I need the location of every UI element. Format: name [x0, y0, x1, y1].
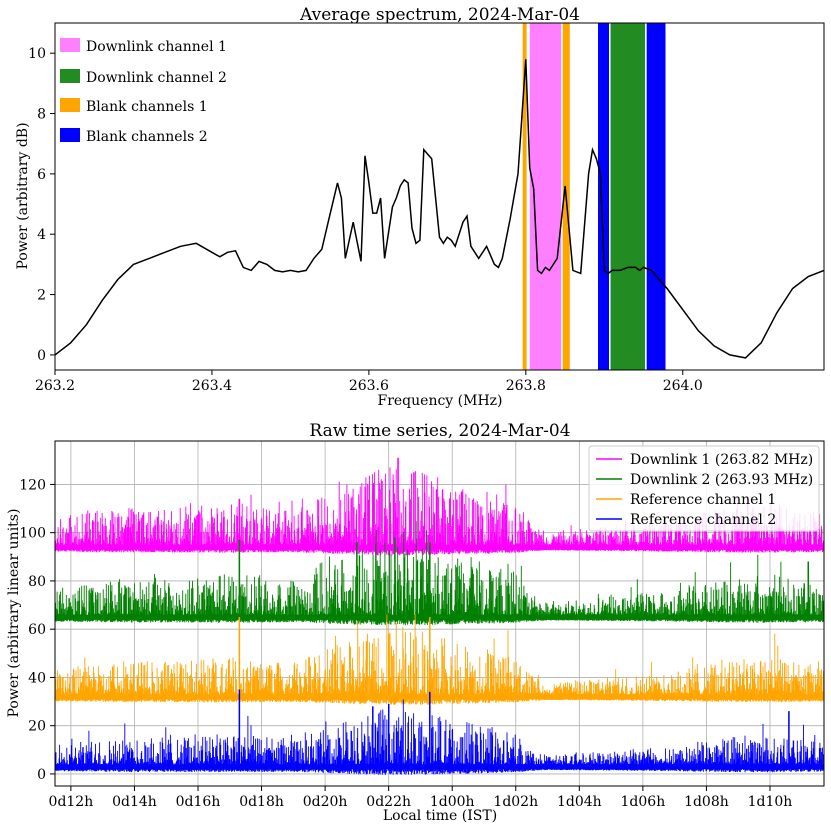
y-tick-label: 10 [28, 46, 46, 62]
y-tick-label: 120 [19, 477, 46, 493]
legend-label-downlink-2: Downlink channel 2 [86, 70, 227, 86]
legend-label-downlink-2-ts: Downlink 2 (263.93 MHz) [630, 472, 813, 488]
x-tick-label: 0d20h [303, 794, 348, 810]
y-tick-label: 80 [28, 574, 46, 590]
x-tick-label: 0d16h [176, 794, 221, 810]
band-0-0 [529, 23, 562, 370]
legend-swatch-blank-2 [60, 128, 80, 142]
spectrum-line [55, 59, 824, 359]
x-tick-label: 0d12h [49, 794, 94, 810]
y-tick-label: 2 [37, 288, 46, 304]
spectrum-legend: Downlink channel 1 Downlink channel 2 Bl… [60, 38, 227, 145]
x-tick-label: 0d22h [366, 794, 411, 810]
spectrum-x-ticks: 263.2 263.4 263.6 263.8 264.0 [35, 370, 703, 394]
x-tick-label: 264.0 [663, 378, 703, 394]
band-3-1 [646, 23, 666, 370]
timeseries-title: Raw time series, 2024-Mar-04 [309, 421, 570, 441]
band-3-0 [598, 23, 609, 370]
timeseries-axes-frame [54, 440, 825, 787]
timeseries-panel: Raw time series, 2024-Mar-04 0d12h 0d14h 0… [6, 421, 825, 824]
spectrum-title: Average spectrum, 2024-Mar-04 [299, 5, 580, 25]
x-tick-label: 1d08h [684, 794, 729, 810]
y-tick-label: 0 [37, 348, 46, 364]
legend-swatch-downlink-2 [60, 69, 80, 83]
timeseries-x-ticks: 0d12h 0d14h 0d16h 0d18h 0d20h 0d22h 1d00h 1d02h… [49, 786, 793, 810]
legend-label-blank-1: Blank channels 1 [86, 99, 208, 115]
y-tick-label: 40 [28, 670, 46, 686]
legend-swatch-downlink-1 [60, 38, 80, 52]
timeseries-y-label: Power (arbitrary linear units) [6, 509, 22, 718]
channel-bands [522, 23, 666, 370]
y-tick-label: 60 [28, 622, 46, 638]
x-tick-label: 263.4 [192, 378, 232, 394]
spectrum-series [55, 59, 824, 359]
x-tick-label: 263.2 [35, 378, 75, 394]
legend-label-reference-2: Reference channel 2 [630, 512, 776, 528]
x-tick-label: 1d10h [748, 794, 793, 810]
band-1-0 [610, 23, 646, 370]
series-line-2 [55, 613, 824, 705]
spectrum-y-ticks: 0 2 4 6 8 10 [28, 46, 55, 364]
x-tick-label: 1d06h [621, 794, 666, 810]
x-tick-label: 263.6 [349, 378, 389, 394]
y-tick-label: 4 [37, 227, 46, 243]
timeseries-x-label: Local time (IST) [383, 808, 497, 824]
series-line-1 [55, 521, 824, 626]
timeseries-y-ticks: 0 20 40 60 80 100 120 [19, 477, 55, 783]
x-tick-label: 1d00h [430, 794, 475, 810]
y-tick-label: 100 [19, 526, 46, 542]
legend-swatch-blank-1 [60, 98, 80, 112]
spectrum-x-label: Frequency (MHz) [377, 393, 502, 409]
timeseries-series [55, 457, 824, 775]
y-tick-label: 20 [28, 719, 46, 735]
legend-box [588, 445, 820, 532]
y-tick-label: 8 [37, 107, 46, 123]
x-tick-label: 1d04h [557, 794, 602, 810]
legend-label-blank-2: Blank channels 2 [86, 129, 208, 145]
x-tick-label: 1d02h [493, 794, 538, 810]
y-tick-label: 6 [37, 167, 46, 183]
spectrum-panel: Average spectrum, 2024-Mar-04 263.2 263.4… [15, 5, 825, 409]
spectrum-axes-frame [54, 22, 825, 371]
timeseries-legend: Downlink 1 (263.82 MHz) Downlink 2 (263.… [588, 445, 820, 532]
x-tick-label: 0d18h [239, 794, 284, 810]
series-line-0 [55, 457, 824, 556]
x-tick-label: 263.8 [506, 378, 546, 394]
x-tick-label: 0d14h [112, 794, 157, 810]
legend-label-reference-1: Reference channel 1 [630, 492, 776, 508]
series-line-3 [55, 689, 824, 775]
legend-label-downlink-1-ts: Downlink 1 (263.82 MHz) [630, 452, 813, 468]
legend-label-downlink-1: Downlink channel 1 [86, 39, 227, 55]
band-2-0 [522, 23, 527, 370]
spectrum-y-label: Power (arbitrary dB) [15, 122, 31, 269]
y-tick-label: 0 [37, 767, 46, 783]
